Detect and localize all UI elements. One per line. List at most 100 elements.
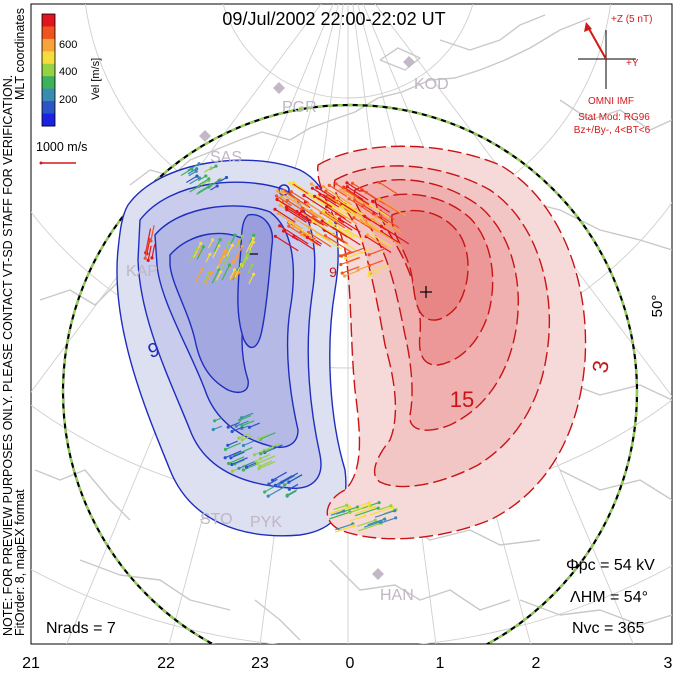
velocity-vector-origin <box>257 467 261 471</box>
velocity-vector-origin <box>337 205 341 209</box>
velocity-vector <box>342 205 364 220</box>
velocity-vector-origin <box>315 185 319 190</box>
velocity-vector <box>242 250 252 266</box>
velocity-vector-origin <box>204 174 208 178</box>
velocity-vector <box>349 515 365 522</box>
velocity-vector-origin <box>244 465 249 469</box>
velocity-vector <box>287 199 303 211</box>
velocity-vector <box>233 447 253 456</box>
velocity-vector-origin <box>233 233 237 237</box>
velocity-vector-origin <box>327 183 331 187</box>
velocity-vector-origin <box>259 452 263 456</box>
velocity-vector-origin <box>201 245 205 249</box>
velocity-vector <box>316 232 342 250</box>
velocity-vector-origin <box>240 244 244 248</box>
velocity-vector-origin <box>195 174 199 178</box>
mlt-tick: 0 <box>346 655 355 672</box>
stat-model-label: Stat Mod: RG96 <box>578 112 650 123</box>
velocity-vector <box>260 448 273 455</box>
max-potential-marker <box>420 286 432 298</box>
velocity-vector <box>372 200 391 213</box>
velocity-vector <box>305 214 321 225</box>
velocity-vector-origin <box>194 169 198 173</box>
velocity-vector <box>235 420 249 427</box>
velocity-vector-origin <box>292 224 296 228</box>
velocity-vector <box>366 223 392 240</box>
velocity-vector-origin <box>347 197 351 201</box>
velocity-vector-origin <box>394 516 398 520</box>
velocity-vector <box>238 254 247 270</box>
velocity-vector <box>277 212 303 230</box>
velocity-vector <box>333 504 347 511</box>
velocity-vector <box>326 206 346 220</box>
velocity-vector <box>379 182 398 195</box>
velocity-vector-origin <box>219 270 223 274</box>
velocity-vector <box>145 228 152 253</box>
velocity-vector-origin <box>343 189 347 193</box>
velocity-vector-origin <box>209 270 214 274</box>
velocity-vector-origin <box>281 189 285 193</box>
velocity-vector <box>281 472 299 483</box>
velocity-vector <box>346 182 361 193</box>
velocity-vector <box>369 259 384 267</box>
velocity-vector <box>241 420 255 427</box>
velocity-vector-origin <box>226 425 230 429</box>
velocity-vector-origin <box>257 437 261 441</box>
velocity-vector <box>293 225 317 241</box>
velocity-vector-origin <box>320 219 324 223</box>
velocity-vector <box>316 186 339 202</box>
velocity-vector <box>283 189 300 201</box>
velocity-vector <box>280 202 302 217</box>
velocity-vector-origin <box>350 181 355 185</box>
velocity-vector <box>144 241 150 259</box>
velocity-vector <box>380 215 400 229</box>
velocity-vector <box>378 517 396 525</box>
velocity-vector <box>241 412 254 419</box>
velocity-vector-origin <box>283 483 287 487</box>
velocity-vector-origin <box>234 424 238 428</box>
velocity-vector-origin <box>339 262 343 267</box>
colorbar-swatch <box>42 101 55 115</box>
velocity-vector-origin <box>285 493 289 497</box>
velocity-vector-origin <box>279 195 283 199</box>
velocity-vector <box>243 440 255 447</box>
velocity-vector-origin <box>222 249 226 253</box>
velocity-vector <box>364 521 382 528</box>
velocity-vector-origin <box>287 487 291 491</box>
velocity-vector-origin <box>285 198 289 203</box>
colorbar-tick-200: 200 <box>59 94 77 106</box>
velocity-vector <box>344 190 373 209</box>
velocity-vector-origin <box>322 208 326 212</box>
velocity-vector <box>293 184 309 195</box>
velocity-vector <box>227 421 240 428</box>
velocity-vector-origin <box>285 208 289 212</box>
velocity-vector-origin <box>209 183 213 187</box>
imf-source-label: OMNI IMF <box>588 96 634 107</box>
velocity-vector <box>289 483 299 490</box>
velocity-vector <box>150 225 155 242</box>
velocity-vector <box>319 194 340 208</box>
contour-label-center: 15 <box>450 387 474 412</box>
velocity-vector <box>268 478 278 485</box>
velocity-vector-origin <box>214 164 218 168</box>
velocity-vector <box>368 271 379 277</box>
velocity-vector <box>197 184 212 194</box>
preview-note: NOTE: FOR PREVIEW PURPOSES ONLY. PLEASE … <box>1 75 15 636</box>
velocity-vector <box>324 229 345 244</box>
velocity-vector-origin <box>146 258 150 262</box>
velocity-vector <box>335 525 354 533</box>
velocity-vector-origin <box>217 244 221 248</box>
velocity-vector <box>289 182 315 200</box>
velocity-vector <box>234 459 245 465</box>
velocity-vector-origin <box>367 274 371 278</box>
velocity-vector-origin <box>301 207 305 211</box>
velocity-vector-origin <box>278 203 282 207</box>
velocity-vector-origin <box>367 503 371 507</box>
velocity-vector-origin <box>211 238 215 242</box>
mlt-tick: 22 <box>157 655 175 672</box>
velocity-vector <box>354 506 375 515</box>
velocity-vector <box>213 239 221 252</box>
velocity-vector <box>380 225 410 245</box>
velocity-vector-origin <box>305 235 309 239</box>
positive-potential-cell <box>317 145 587 540</box>
